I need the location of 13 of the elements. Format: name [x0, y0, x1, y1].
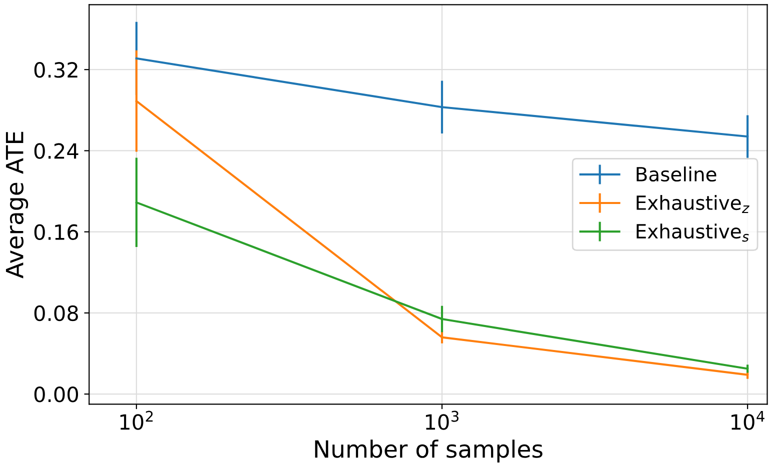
- y-axis-title: Average ATE: [6, 132, 28, 278]
- x-tick-label: 10$^{4}$: [732, 411, 764, 430]
- x-tick-label: 10$^{3}$: [426, 410, 458, 430]
- y-tick-label: 0.16: [34, 224, 78, 240]
- legend-label: Baseline: [636, 166, 716, 182]
- y-tick-label: 0.32: [34, 62, 78, 78]
- y-tick-label: 0.00: [34, 386, 78, 402]
- legend-label: Exhaustive$_{z}$: [636, 195, 750, 214]
- y-tick-label: 0.24: [34, 143, 78, 159]
- y-tick-label: 0.08: [34, 305, 78, 322]
- x-tick-label: 10$^{2}$: [120, 410, 153, 430]
- legend-label: Exhaustive$_{s}$: [636, 224, 749, 242]
- x-axis-title: Number of samples: [315, 440, 542, 462]
